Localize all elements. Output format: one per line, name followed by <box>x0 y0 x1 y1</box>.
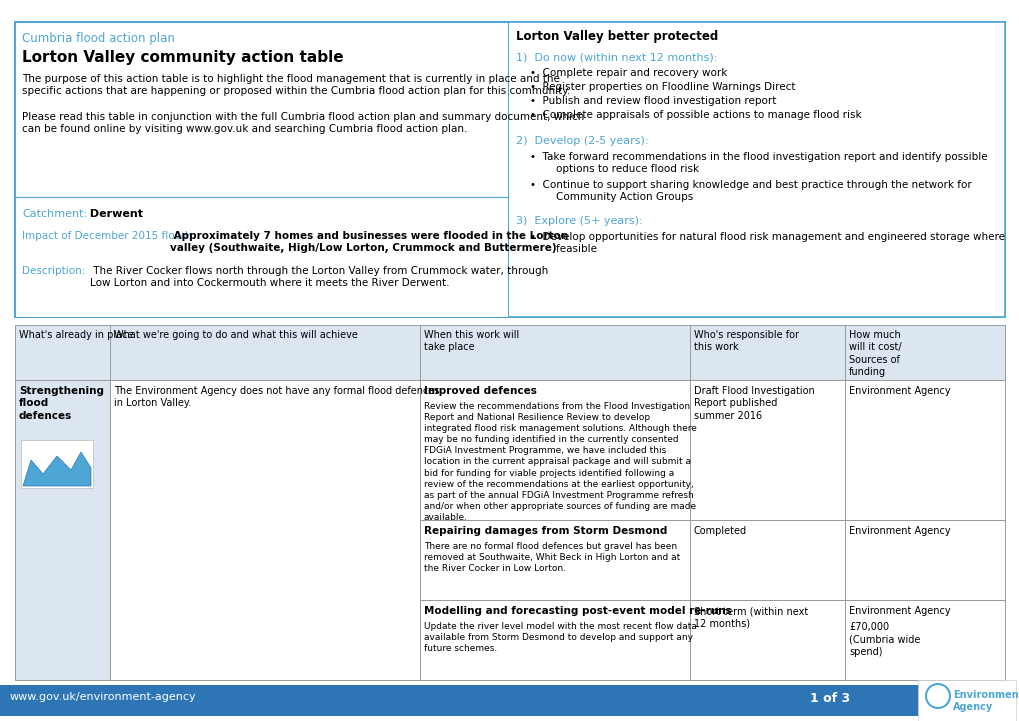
Bar <box>844 600 1004 680</box>
Text: What's already in place: What's already in place <box>19 330 133 340</box>
Text: •  Register properties on Floodline Warnings Direct: • Register properties on Floodline Warni… <box>530 82 795 92</box>
Text: 3)  Explore (5+ years):: 3) Explore (5+ years): <box>516 216 642 226</box>
Text: Who's responsible for
this work: Who's responsible for this work <box>693 330 798 353</box>
Text: •  Take forward recommendations in the flood investigation report and identify p: • Take forward recommendations in the fl… <box>530 152 986 174</box>
Text: Completed: Completed <box>693 526 746 536</box>
Text: Derwent: Derwent <box>86 209 143 219</box>
Bar <box>507 22 1004 317</box>
Text: £70,000
(Cumbria wide
spend): £70,000 (Cumbria wide spend) <box>848 622 919 657</box>
Text: The River Cocker flows north through the Lorton Valley from Crummock water, thro: The River Cocker flows north through the… <box>90 266 548 288</box>
Bar <box>844 520 1004 600</box>
Text: •  Complete repair and recovery work: • Complete repair and recovery work <box>530 68 727 78</box>
Bar <box>15 22 507 197</box>
Text: Short term (within next
12 months): Short term (within next 12 months) <box>693 606 807 629</box>
Text: Environment Agency: Environment Agency <box>848 386 950 396</box>
Text: www.gov.uk/environment-agency: www.gov.uk/environment-agency <box>10 692 197 702</box>
Bar <box>420 520 689 600</box>
Polygon shape <box>23 452 91 486</box>
Bar <box>689 600 844 680</box>
Text: Environment Agency: Environment Agency <box>848 606 950 616</box>
Text: When this work will
take place: When this work will take place <box>424 330 519 353</box>
Bar <box>420 380 689 520</box>
Bar <box>15 22 1004 317</box>
Bar <box>420 325 689 380</box>
Text: Environment Agency: Environment Agency <box>848 526 950 536</box>
Bar <box>21 440 93 488</box>
Bar <box>15 22 507 317</box>
Text: 1 of 3: 1 of 3 <box>809 692 849 705</box>
Bar <box>689 325 844 380</box>
Text: Update the river level model with the most recent flow data
available from Storm: Update the river level model with the mo… <box>424 622 696 653</box>
Text: Draft Flood Investigation
Report published
summer 2016: Draft Flood Investigation Report publish… <box>693 386 814 421</box>
Text: What we're going to do and what this will achieve: What we're going to do and what this wil… <box>114 330 358 340</box>
Bar <box>15 380 110 680</box>
Text: The Environment Agency does not have any formal flood defences
in Lorton Valley.: The Environment Agency does not have any… <box>114 386 439 408</box>
Text: Modelling and forecasting post-event model re-runs: Modelling and forecasting post-event mod… <box>424 606 731 616</box>
Text: Description:: Description: <box>22 266 86 276</box>
Bar <box>15 325 1004 380</box>
Text: Improved defences: Improved defences <box>424 386 536 396</box>
Bar <box>420 600 689 680</box>
Bar <box>15 197 507 317</box>
Bar <box>844 325 1004 380</box>
Text: •  Develop opportunities for natural flood risk management and engineered storag: • Develop opportunities for natural floo… <box>530 232 1004 255</box>
Bar <box>15 325 110 380</box>
Bar <box>110 325 420 380</box>
Text: •  Complete appraisals of possible actions to manage flood risk: • Complete appraisals of possible action… <box>530 110 861 120</box>
Text: The purpose of this action table is to highlight the flood management that is cu: The purpose of this action table is to h… <box>22 74 570 97</box>
Text: Approximately 7 homes and businesses were flooded in the Lorton
valley (Southwai: Approximately 7 homes and businesses wer… <box>170 231 568 253</box>
Text: Environment
Agency: Environment Agency <box>952 690 1019 712</box>
Bar <box>689 380 844 520</box>
Text: •  Publish and review flood investigation report: • Publish and review flood investigation… <box>530 96 775 106</box>
Text: 2)  Develop (2-5 years):: 2) Develop (2-5 years): <box>516 136 648 146</box>
Text: •  Continue to support sharing knowledge and best practice through the network f: • Continue to support sharing knowledge … <box>530 180 971 203</box>
Text: 1)  Do now (within next 12 months):: 1) Do now (within next 12 months): <box>516 52 716 62</box>
Bar <box>844 380 1004 520</box>
Text: Impact of December 2015 flood:: Impact of December 2015 flood: <box>22 231 192 241</box>
Text: Please read this table in conjunction with the full Cumbria flood action plan an: Please read this table in conjunction wi… <box>22 112 584 134</box>
Text: There are no formal flood defences but gravel has been
removed at Southwaite, Wh: There are no formal flood defences but g… <box>424 542 680 573</box>
Bar <box>917 680 1015 721</box>
Text: Lorton Valley better protected: Lorton Valley better protected <box>516 30 717 43</box>
Bar <box>110 380 420 680</box>
Text: Strengthening
flood
defences: Strengthening flood defences <box>19 386 104 421</box>
Text: Catchment:: Catchment: <box>22 209 87 219</box>
Text: Review the recommendations from the Flood Investigation
Report and National Resi: Review the recommendations from the Floo… <box>424 402 696 522</box>
Text: Cumbria flood action plan: Cumbria flood action plan <box>22 32 174 45</box>
Text: Lorton Valley community action table: Lorton Valley community action table <box>22 50 343 65</box>
Text: How much
will it cost/
Sources of
funding: How much will it cost/ Sources of fundin… <box>848 330 901 377</box>
Bar <box>0 685 919 716</box>
Bar <box>689 520 844 600</box>
Text: Repairing damages from Storm Desmond: Repairing damages from Storm Desmond <box>424 526 666 536</box>
